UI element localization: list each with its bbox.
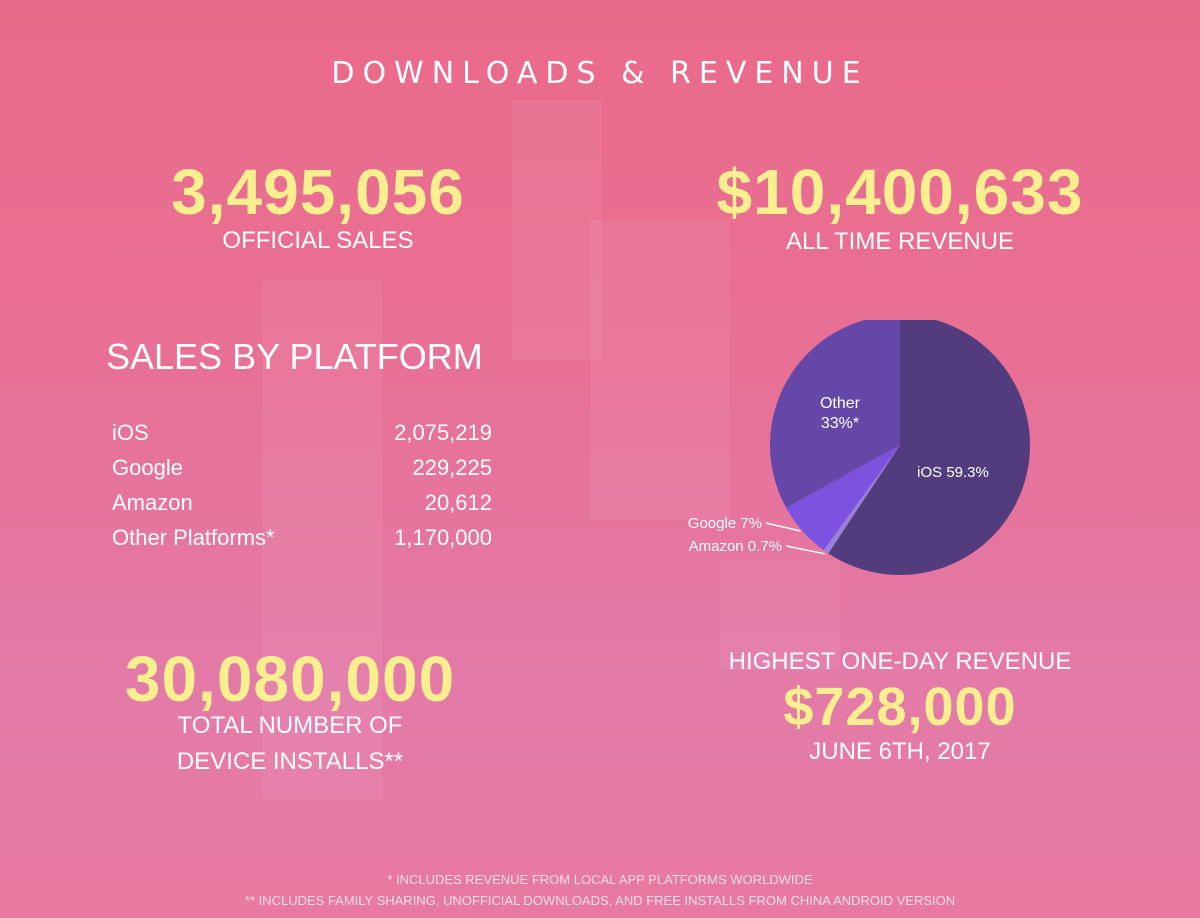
platform-name: iOS [112, 420, 149, 445]
platform-row: Google 229,225 [112, 455, 492, 489]
official-sales-label: OFFICIAL SALES [222, 227, 414, 254]
platform-value: 20,612 [424, 490, 492, 515]
pie-slice-ios [828, 320, 1030, 575]
platform-row: iOS 2,075,219 [112, 420, 492, 454]
pie-label-other-value: 33%* [821, 415, 859, 432]
footnote-1: * INCLUDES REVENUE FROM LOCAL APP PLATFO… [387, 872, 813, 887]
footnote-2: ** INCLUDES FAMILY SHARING, UNOFFICIAL D… [244, 893, 956, 908]
highest-day-date: JUNE 6TH, 2017 [809, 738, 991, 765]
sales-by-platform-heading: SALES BY PLATFORM [106, 336, 483, 377]
pie-label-amazon: Amazon 0.7% [689, 538, 782, 555]
pie-label-ios: iOS 59.3% [917, 464, 989, 481]
pie-slice-other [770, 320, 900, 508]
platform-name: Other Platforms* [112, 525, 275, 550]
platform-name: Google [112, 455, 183, 480]
device-installs-label-line1: TOTAL NUMBER OF [177, 712, 403, 739]
platform-row: Other Platforms* 1,170,000 [112, 525, 492, 559]
pie-leader-google [765, 522, 801, 532]
pie-leader-amazon [785, 545, 826, 555]
highest-day-value: $728,000 [783, 677, 1017, 737]
platform-value: 2,075,219 [394, 420, 492, 445]
pie-slice-amazon [823, 445, 900, 554]
revenue-pie-chart: iOS 59.3% Other 33%* Google 7% Amazon 0.7% [688, 320, 1030, 575]
pie-label-other-name: Other [820, 395, 861, 412]
platform-value: 229,225 [412, 455, 492, 480]
platform-row: Amazon 20,612 [112, 490, 492, 524]
platform-value: 1,170,000 [394, 525, 492, 550]
pie-slice-google [786, 445, 900, 551]
pie-label-google: Google 7% [688, 515, 762, 532]
page-title: DOWNLOADS & REVENUE [331, 56, 869, 91]
device-installs-label-line2: DEVICE INSTALLS** [176, 748, 404, 775]
platform-name: Amazon [112, 490, 193, 515]
highest-day-label: HIGHEST ONE-DAY REVENUE [728, 648, 1072, 675]
all-time-revenue-value: $10,400,633 [716, 156, 1084, 228]
device-installs-value: 30,080,000 [124, 643, 456, 715]
all-time-revenue-label: ALL TIME REVENUE [785, 228, 1015, 255]
official-sales-value: 3,495,056 [171, 156, 465, 228]
